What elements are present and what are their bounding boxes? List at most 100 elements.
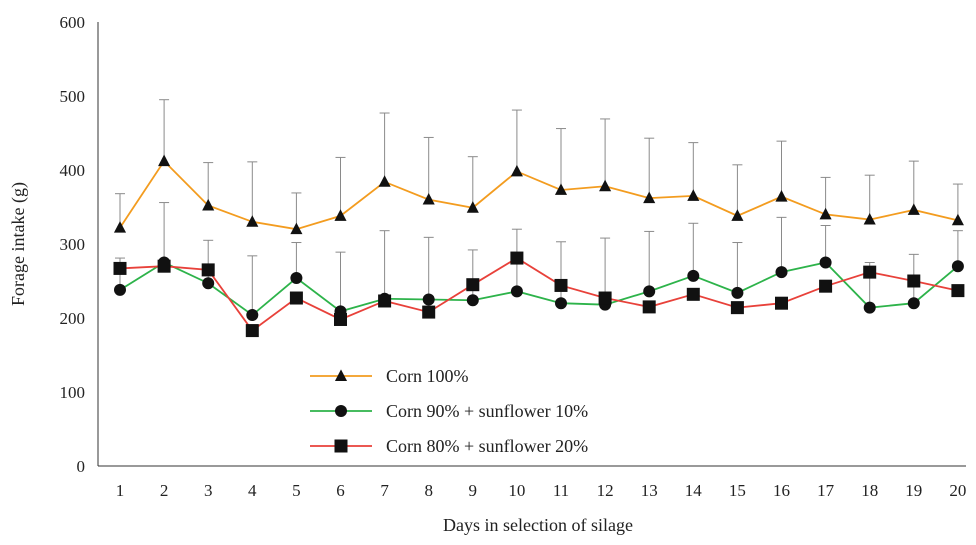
- x-tick-label: 13: [641, 481, 658, 500]
- legend-item: Corn 100%: [310, 366, 469, 386]
- x-tick-label: 1: [116, 481, 125, 500]
- data-point-series-1: [113, 221, 127, 233]
- x-tick-label: 2: [160, 481, 169, 500]
- x-tick-label: 14: [685, 481, 703, 500]
- series-line-1: [119, 159, 959, 231]
- legend-item: Corn 80% + sunflower 20%: [310, 436, 588, 456]
- data-point-series-1: [422, 193, 435, 205]
- data-point-series-2: [775, 266, 788, 279]
- data-point-series-1: [775, 190, 788, 202]
- legend-label: Corn 90% + sunflower 10%: [386, 401, 588, 421]
- data-point-series-3: [907, 274, 921, 288]
- x-axis-title: Days in selection of silage: [443, 515, 633, 535]
- x-tick-label: 8: [424, 481, 433, 500]
- y-tick-label: 400: [60, 161, 86, 180]
- legend-label: Corn 100%: [386, 366, 469, 386]
- legend: Corn 100% Corn 90% + sunflower 10% Corn 80…: [310, 366, 588, 456]
- x-tick-label: 16: [773, 481, 790, 500]
- data-point-series-1: [687, 189, 700, 201]
- x-tick-label: 19: [905, 481, 922, 500]
- series-lines-layer: [119, 159, 959, 332]
- data-point-series-2: [951, 260, 964, 273]
- x-tick-label: 5: [292, 481, 301, 500]
- x-tick-label: 4: [248, 481, 257, 500]
- data-point-series-1: [643, 191, 656, 204]
- data-point-series-1: [202, 198, 215, 211]
- data-point-series-2: [863, 301, 876, 314]
- x-tick-label: 6: [336, 481, 345, 500]
- data-point-series-1: [510, 164, 523, 177]
- data-point-series-3: [775, 296, 788, 310]
- data-point-series-3: [951, 284, 965, 298]
- x-tick-label: 17: [817, 481, 835, 500]
- data-point-series-3: [201, 263, 215, 277]
- data-point-series-3: [466, 278, 480, 292]
- data-point-series-2: [114, 283, 126, 296]
- axes-layer: [97, 22, 966, 467]
- data-point-series-3: [334, 312, 347, 326]
- legend-marker: [334, 439, 348, 453]
- legend-item: Corn 90% + sunflower 10%: [310, 401, 588, 421]
- x-tick-label: 18: [861, 481, 878, 500]
- data-point-series-2: [202, 277, 215, 290]
- data-point-series-1: [158, 154, 171, 167]
- data-point-series-1: [731, 209, 744, 221]
- x-tick-labels: 1 2 3 4 5 6 7 8 9 10 11 12 13 14 15 16 17 18 19 20: [116, 481, 967, 500]
- series-markers-layer: [113, 154, 965, 338]
- x-tick-label: 12: [597, 481, 614, 500]
- data-point-series-1: [554, 183, 568, 195]
- x-tick-label: 7: [380, 481, 389, 500]
- data-point-series-3: [819, 279, 833, 293]
- y-tick-label: 100: [60, 383, 86, 402]
- data-point-series-3: [113, 261, 127, 275]
- x-tick-label: 9: [469, 481, 478, 500]
- y-tick-label: 200: [60, 309, 86, 328]
- data-point-series-3: [642, 300, 656, 314]
- data-point-series-2: [290, 272, 303, 285]
- legend-marker: [334, 369, 348, 381]
- y-tick-label: 300: [60, 235, 86, 254]
- legend-marker: [335, 405, 347, 417]
- x-tick-label: 10: [508, 481, 525, 500]
- data-point-series-1: [907, 203, 920, 215]
- data-point-series-2: [731, 286, 744, 299]
- data-point-series-3: [157, 259, 171, 273]
- data-point-series-1: [819, 207, 832, 220]
- series-line-2: [119, 261, 959, 317]
- data-point-series-3: [730, 301, 744, 315]
- data-point-series-2: [466, 294, 479, 307]
- y-axis-title: Forage intake (g): [8, 182, 29, 306]
- series-line-3: [119, 257, 959, 332]
- data-point-series-2: [246, 309, 259, 322]
- data-point-series-3: [378, 294, 392, 308]
- y-tick-label: 0: [77, 457, 86, 476]
- data-point-series-1: [863, 212, 876, 225]
- data-point-series-3: [686, 287, 700, 301]
- x-tick-label: 3: [204, 481, 213, 500]
- y-tick-label: 500: [60, 87, 86, 106]
- data-point-series-1: [334, 209, 347, 221]
- data-point-series-1: [378, 175, 391, 187]
- data-point-series-2: [510, 285, 523, 298]
- y-tick-label: 600: [60, 13, 86, 32]
- y-tick-labels: 0 100 200 300 400 500 600: [60, 13, 86, 476]
- data-point-series-2: [687, 269, 700, 282]
- data-point-series-1: [246, 215, 259, 227]
- data-point-series-2: [555, 297, 567, 310]
- data-point-series-2: [422, 293, 435, 306]
- error-bars-layer: [115, 99, 963, 316]
- data-point-series-3: [510, 251, 524, 265]
- data-point-series-1: [466, 201, 479, 213]
- x-tick-label: 11: [553, 481, 569, 500]
- legend-label: Corn 80% + sunflower 20%: [386, 436, 588, 456]
- x-tick-label: 20: [949, 481, 966, 500]
- data-point-series-3: [554, 278, 568, 292]
- data-point-series-3: [245, 324, 259, 338]
- data-point-series-1: [951, 213, 964, 226]
- data-point-series-3: [863, 265, 877, 279]
- data-point-series-3: [289, 291, 303, 305]
- data-point-series-1: [290, 222, 303, 235]
- x-tick-label: 15: [729, 481, 746, 500]
